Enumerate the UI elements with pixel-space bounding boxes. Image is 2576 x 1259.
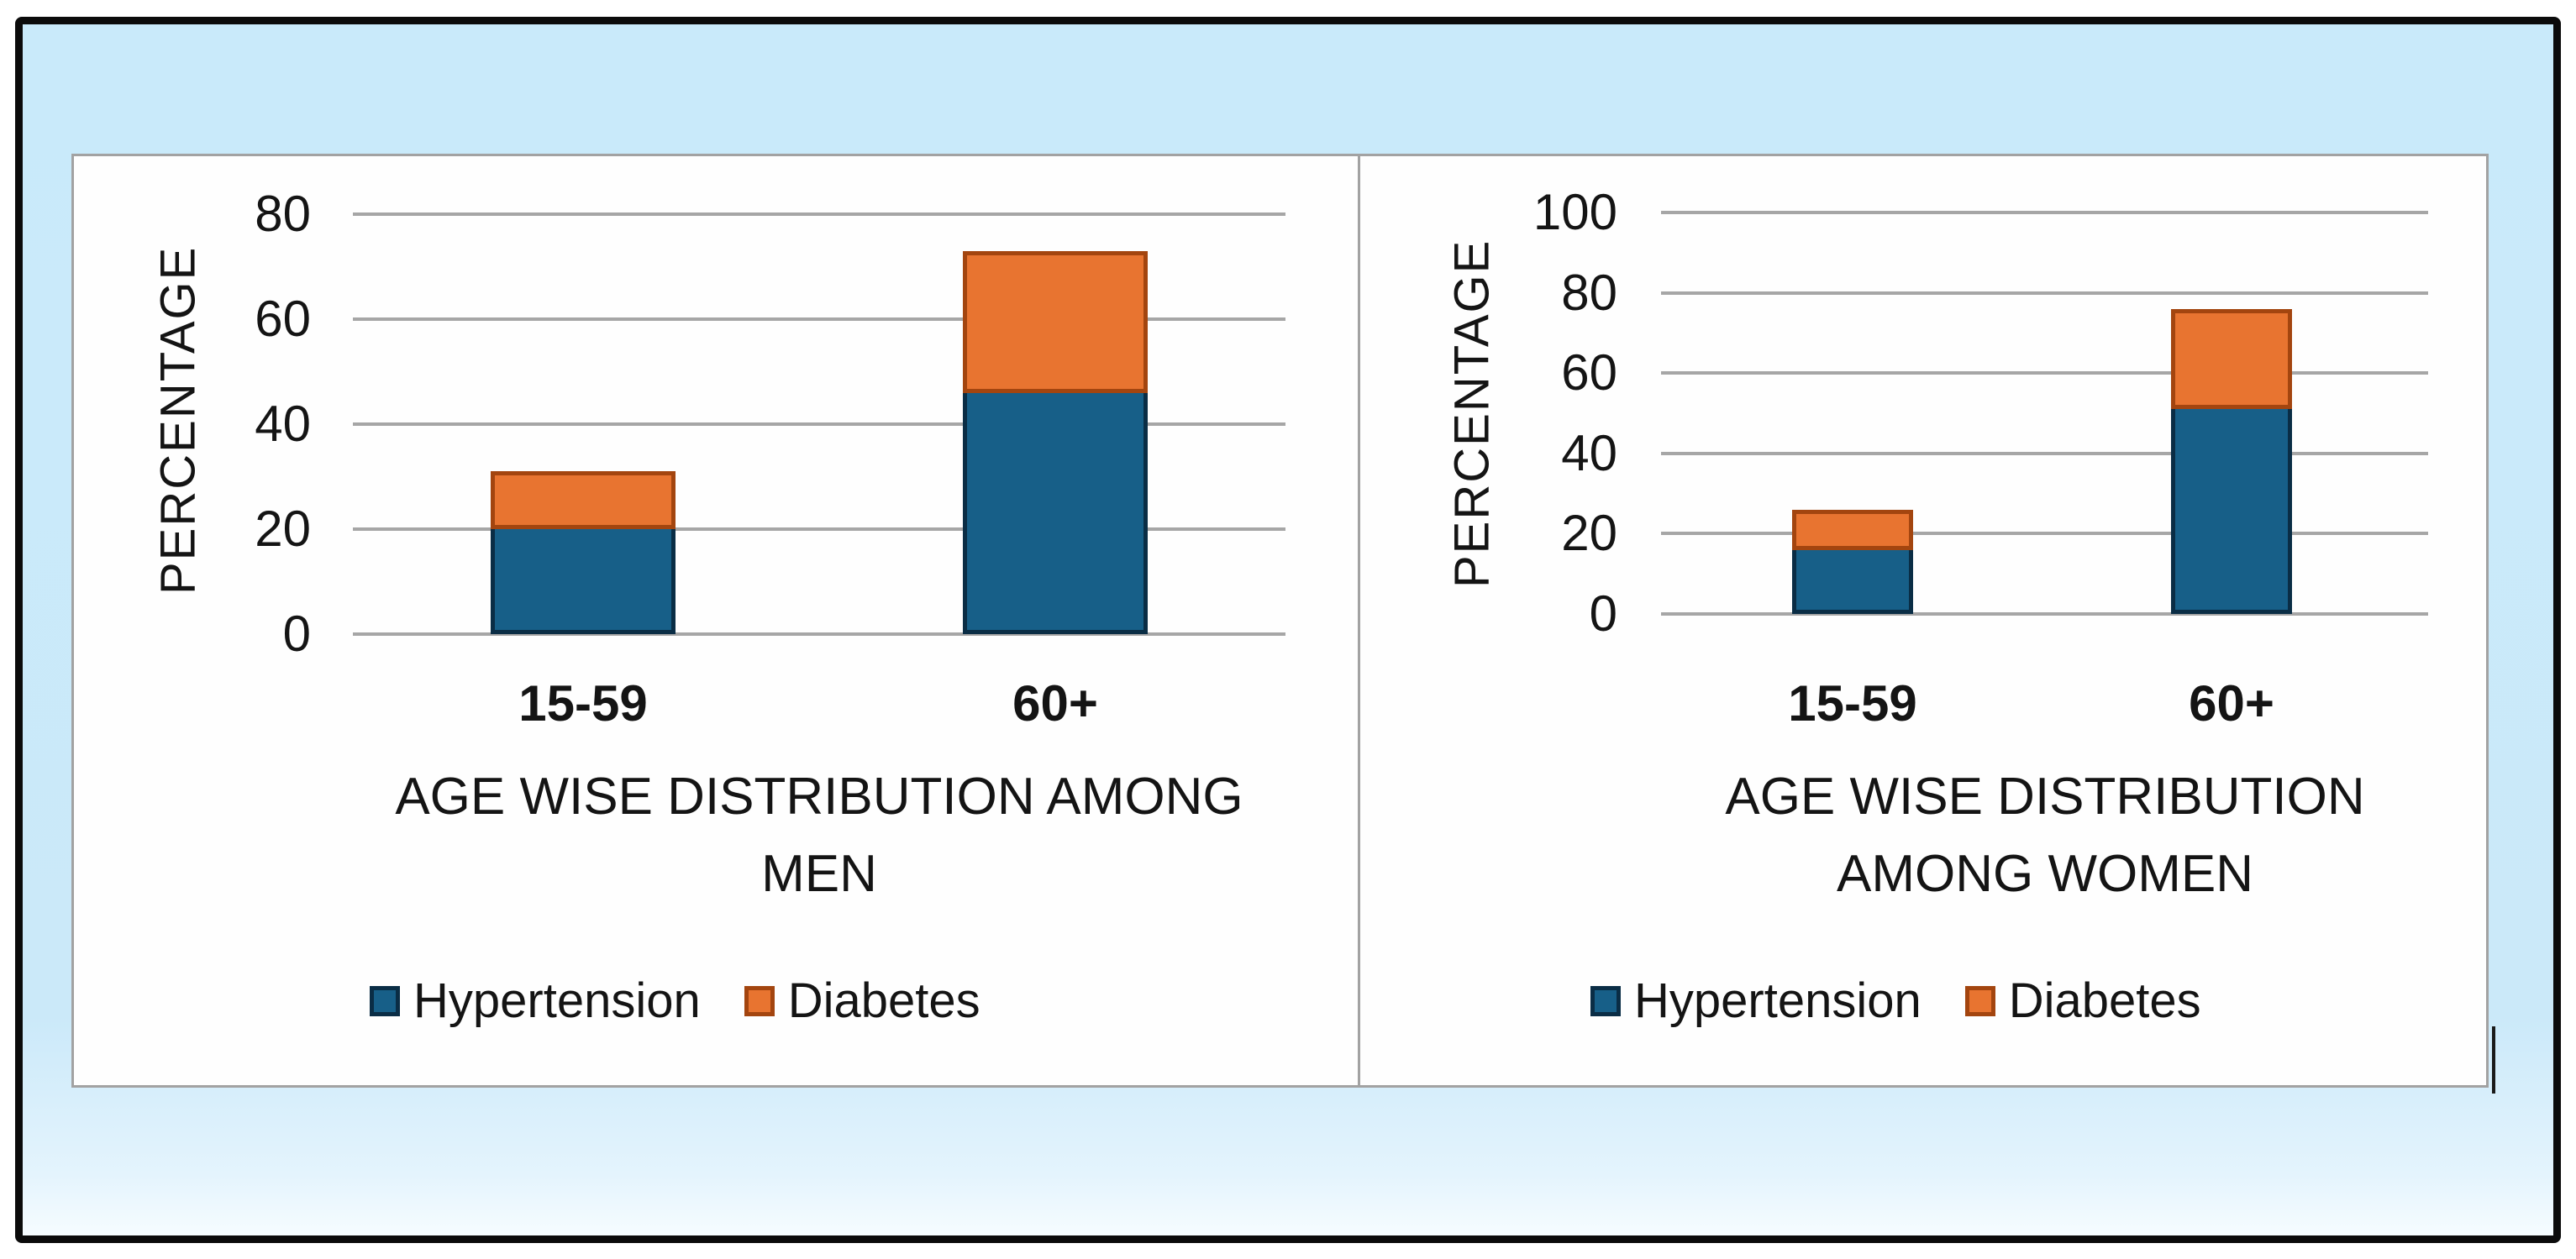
legend-label: Diabetes (2008, 973, 2201, 1028)
gridline (353, 317, 1285, 321)
x-axis-title: AGE WISE DISTRIBUTION AMONG WOMEN (1541, 758, 2549, 913)
y-tick-label: 40 (1561, 424, 1617, 481)
bar-segment-hypertension (2171, 409, 2292, 614)
legend-item: Diabetes (744, 966, 980, 1036)
x-category-label: 60+ (1012, 675, 1098, 732)
legend-swatch-hypertension (370, 986, 400, 1016)
bar-segment-diabetes (1792, 509, 1913, 550)
x-axis-title: AGE WISE DISTRIBUTION AMONG MEN (315, 758, 1323, 913)
gridline (1661, 211, 2428, 214)
y-tick-label: 60 (255, 291, 311, 347)
y-tick-label: 20 (1561, 505, 1617, 562)
x-category-label: 15-59 (518, 675, 648, 732)
legend-swatch-diabetes (744, 986, 775, 1016)
legend-label: Hypertension (1634, 973, 1921, 1028)
y-tick-label: 0 (1589, 585, 1617, 642)
legend: Hypertension Diabetes (1590, 966, 2201, 1036)
x-axis-title-line: AMONG WOMEN (1837, 845, 2253, 903)
gridline (1661, 371, 2428, 375)
y-tick-label: 20 (255, 501, 311, 557)
legend-item: Hypertension (370, 966, 701, 1036)
y-tick-label: 0 (282, 606, 311, 662)
legend-swatch-diabetes (1964, 986, 1995, 1016)
x-axis-title-line: MEN (761, 845, 877, 903)
gridline (1661, 532, 2428, 536)
gridline (1661, 612, 2428, 616)
gridline (353, 527, 1285, 531)
legend-label: Hypertension (413, 973, 701, 1028)
text-cursor (2492, 1026, 2495, 1094)
y-tick-label: 100 (1532, 184, 1617, 240)
bar-segment-hypertension (963, 392, 1148, 634)
x-category-label: 15-59 (1788, 675, 1917, 732)
panel-divider (1358, 154, 1360, 1088)
bar-segment-diabetes (963, 250, 1148, 393)
y-tick-label: 40 (255, 396, 311, 452)
legend-item: Hypertension (1590, 966, 1921, 1036)
y-tick-label: 80 (255, 186, 311, 242)
gridline (353, 422, 1285, 426)
bar-segment-diabetes (2171, 308, 2292, 410)
bar-segment-hypertension (1792, 549, 1913, 614)
x-category-label: 60+ (2189, 675, 2274, 732)
gridline (353, 212, 1285, 216)
legend-item: Diabetes (1964, 966, 2201, 1036)
x-axis-title-line: AGE WISE DISTRIBUTION AMONG (395, 768, 1243, 826)
charts-panel (71, 154, 2489, 1088)
bar-segment-hypertension (491, 529, 676, 634)
gridline (353, 632, 1285, 636)
y-tick-label: 80 (1561, 264, 1617, 321)
gridline (1661, 291, 2428, 295)
x-axis-title-line: AGE WISE DISTRIBUTION (1725, 768, 2365, 826)
gridline (1661, 451, 2428, 455)
y-tick-label: 60 (1561, 344, 1617, 401)
legend-label: Diabetes (787, 973, 980, 1028)
legend-swatch-hypertension (1590, 986, 1621, 1016)
legend: Hypertension Diabetes (370, 966, 980, 1036)
bar-segment-diabetes (491, 471, 676, 529)
